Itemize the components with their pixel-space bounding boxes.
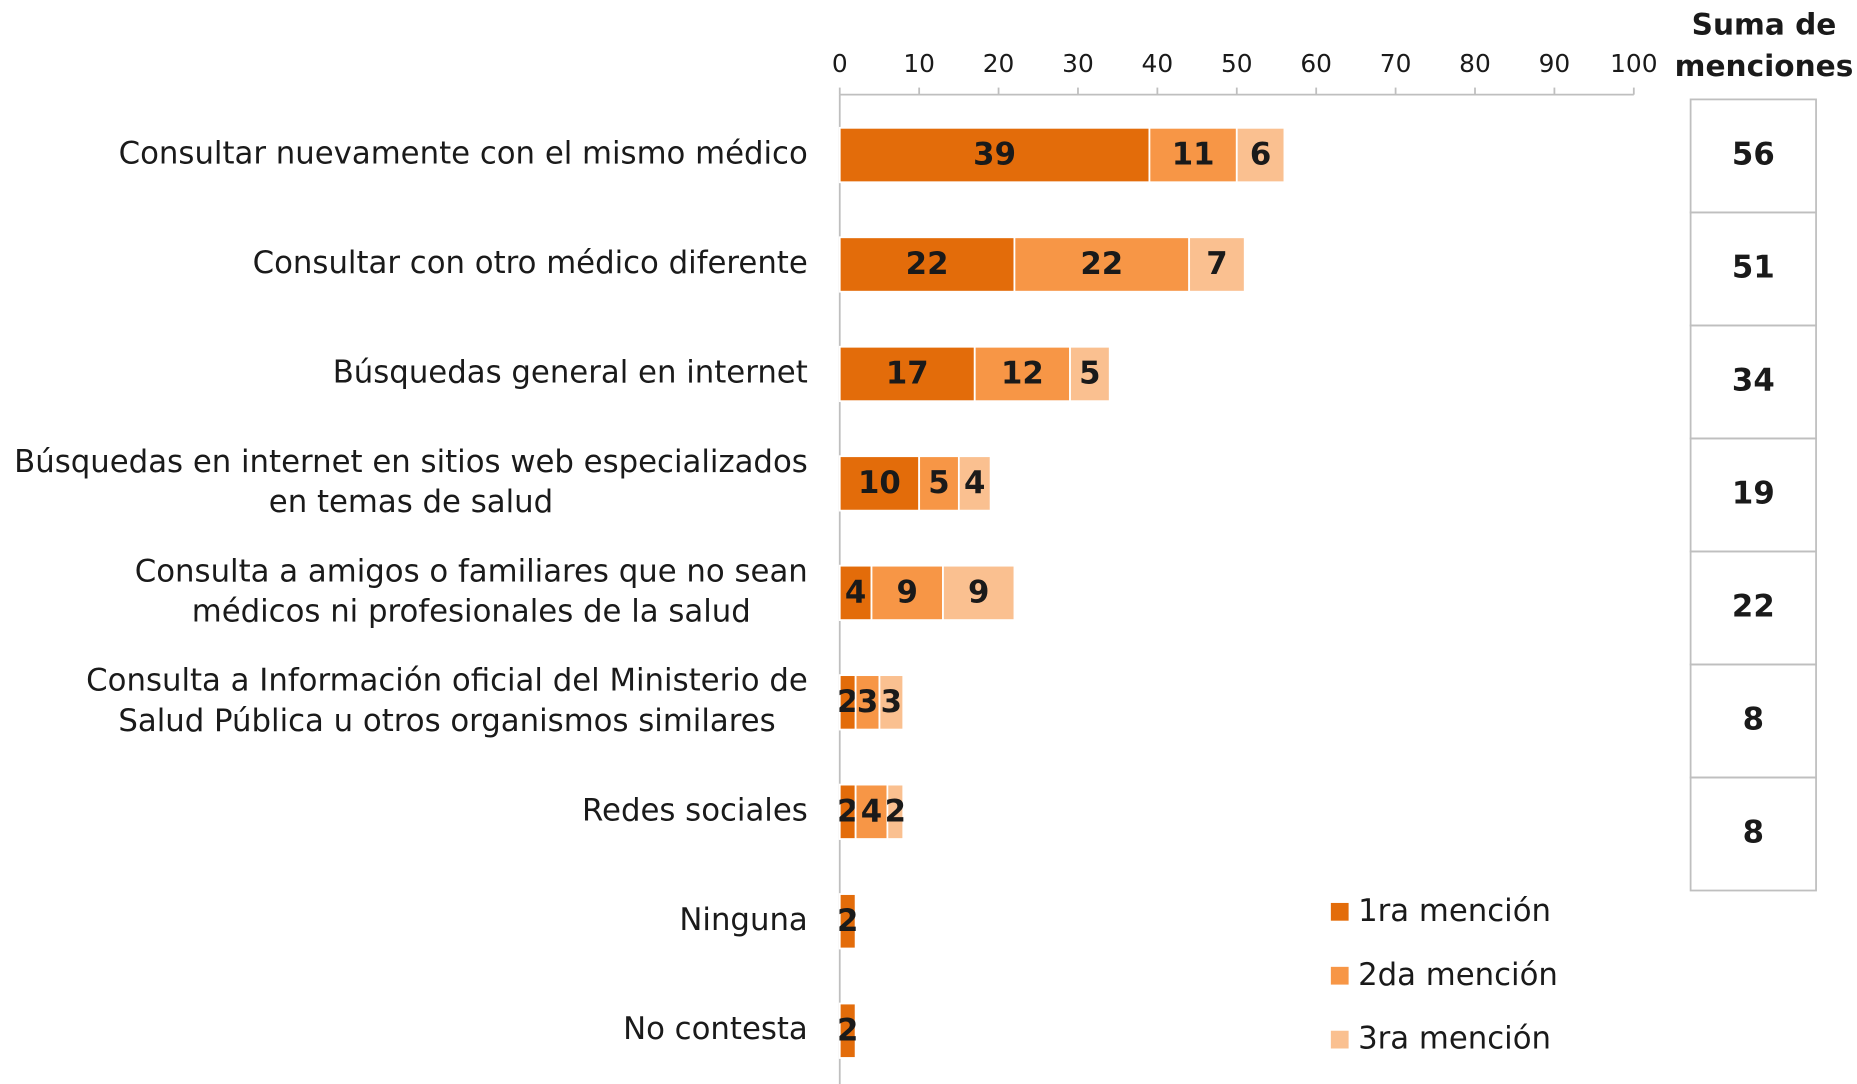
bar-value-label: 2 [837,794,858,830]
bar-value-label: 39 [973,137,1016,173]
legend-label: 1ra mención [1358,893,1551,929]
bar-value-label: 5 [928,465,949,501]
category-label: Búsquedas general en internet [333,354,808,390]
bar-value-label: 9 [968,575,989,611]
bar-value-label: 10 [858,465,901,501]
bar-segment [918,455,960,512]
category-label: médicos ni profesionales de la salud [192,594,751,630]
category-label: Salud Pública u otros organismos similar… [118,703,775,739]
bar-value-label: 7 [1206,246,1227,282]
bar-segment [1013,236,1191,293]
x-tick-label: 50 [1221,49,1253,78]
x-tick-label: 80 [1459,49,1491,78]
x-tick-label: 100 [1610,49,1657,78]
bar-segment [1069,345,1111,403]
bar-value-label: 6 [1250,137,1271,173]
bar-value-label: 9 [897,575,918,611]
bar-segment [854,783,889,840]
sum-value: 51 [1732,249,1775,285]
x-tick-label: 30 [1062,49,1094,78]
bar-value-label: 11 [1172,137,1215,173]
sum-value: 56 [1732,136,1775,172]
x-tick-label: 70 [1380,49,1412,78]
legend-label: 2da mención [1358,957,1558,993]
category-label: No contesta [623,1011,808,1047]
bar-segment [957,455,992,512]
bar-segment [1235,126,1286,184]
bar-segment [878,674,905,731]
x-tick-label: 90 [1539,49,1571,78]
bar-segment [838,1002,857,1059]
category-label: Búsquedas en internet en sitios web espe… [14,444,808,480]
bar-value-label: 2 [837,1012,858,1048]
x-tick-label: 20 [983,49,1015,78]
category-label: Consultar nuevamente con el mismo médico [119,136,808,172]
bar-value-label: 22 [1080,246,1123,282]
sum-value: 8 [1743,815,1764,851]
bar-value-label: 17 [886,356,929,392]
legend-swatch [1330,966,1349,985]
category-label: en temas de salud [269,484,553,520]
bar-segment [942,564,1016,621]
category-label: Ninguna [679,902,807,938]
bar-value-label: 3 [857,684,878,720]
bar-value-label: 3 [881,684,902,720]
bar-value-label: 2 [885,794,906,830]
legend-swatch [1330,1030,1349,1049]
bar-segment [838,345,976,403]
bar-value-label: 4 [845,575,866,611]
legend-swatch [1330,902,1349,921]
bar-value-label: 4 [964,465,985,501]
bar-value-label: 12 [1001,356,1044,392]
bar-segment [838,455,921,512]
bar-segment [838,236,1016,293]
sum-value: 8 [1743,701,1764,737]
bar-value-label: 22 [906,246,949,282]
x-tick-label: 0 [832,49,848,78]
bar-segment [870,564,944,621]
bar-value-label: 2 [837,903,858,939]
bar-segment [838,893,857,950]
bar-segment [1148,126,1238,184]
bar-segment [838,564,873,621]
bar-value-label: 4 [861,794,882,830]
category-label: Consultar con otro médico diferente [253,245,808,281]
x-tick-label: 10 [903,49,935,78]
table-header: menciones [1675,49,1854,83]
bar-value-label: 5 [1079,356,1100,392]
table-header: Suma de [1692,8,1837,42]
x-tick-label: 60 [1300,49,1332,78]
table-cell [1689,776,1817,892]
sum-value: 19 [1732,475,1775,511]
sum-value: 22 [1732,588,1775,624]
bar-segment [1188,236,1246,293]
category-label: Consulta a Información oficial del Minis… [86,663,808,699]
x-tick-label: 40 [1142,49,1174,78]
category-label: Redes sociales [582,792,808,828]
category-label: Consulta a amigos o familiares que no se… [135,553,808,589]
sum-value: 34 [1732,362,1775,398]
legend-label: 3ra mención [1358,1021,1551,1057]
bar-segment [886,783,905,840]
bar-value-label: 2 [837,684,858,720]
